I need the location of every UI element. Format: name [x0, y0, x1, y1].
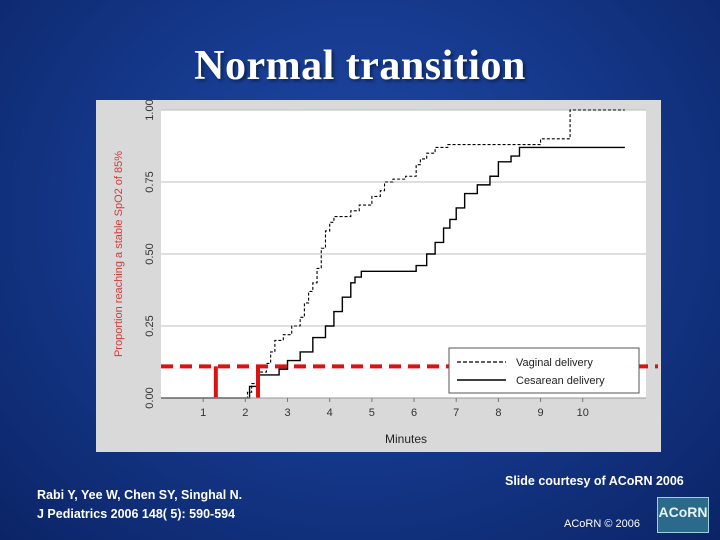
series-lines	[161, 109, 625, 399]
x-tick-label: 1	[200, 407, 206, 419]
x-tick-label: 6	[411, 407, 417, 419]
citation-authors: Rabi Y, Yee W, Chen SY, Singhal N.	[37, 488, 243, 502]
slide-title: Normal transition	[194, 43, 526, 89]
y-axis-label: Proportion reaching a stable SpO2 of 85%	[113, 151, 125, 357]
legend: Vaginal delivery Cesarean delivery	[448, 347, 640, 394]
y-tick-label: 1.00	[144, 100, 156, 121]
legend-label-vaginal: Vaginal delivery	[516, 357, 593, 369]
legend-label-cesarean: Cesarean delivery	[516, 375, 605, 387]
acorn-logo-text: ACoRN	[658, 504, 708, 520]
y-tick-label: 0.50	[144, 243, 156, 264]
y-tick-label: 0.25	[144, 315, 156, 336]
slide-courtesy: Slide courtesy of ACoRN 2006	[505, 474, 684, 488]
chart-panel: 1 2 3 4 5 6 7 8 9 10 0.00 0.25 0.50 0.75 1.00 Minutes…	[96, 100, 661, 452]
y-tick-label: 0.00	[144, 387, 156, 408]
x-axis-label: Minutes	[385, 432, 427, 446]
citation-journal: J Pediatrics 2006 148( 5): 590-594	[37, 507, 236, 521]
x-tick-label: 2	[242, 407, 248, 419]
legend-box	[448, 347, 640, 394]
x-tick-label: 10	[577, 407, 589, 419]
x-tick-label: 3	[284, 407, 290, 419]
x-tick-labels: 1 2 3 4 5 6 7 8 9 10	[200, 398, 589, 419]
acorn-logo: ACoRN	[657, 497, 709, 533]
series-line-cesarean-delivery	[161, 146, 625, 399]
x-tick-label: 7	[453, 407, 459, 419]
y-tick-labels: 0.00 0.25 0.50 0.75 1.00	[144, 100, 156, 409]
x-tick-label: 5	[369, 407, 375, 419]
x-tick-label: 9	[538, 407, 544, 419]
copyright-text: ACoRN © 2006	[564, 518, 640, 530]
threshold-marks	[161, 364, 658, 398]
x-tick-label: 4	[327, 407, 333, 419]
citation: Rabi Y, Yee W, Chen SY, Singhal N. J Ped…	[37, 486, 242, 524]
y-tick-label: 0.75	[144, 171, 156, 192]
series-line-vaginal-delivery	[161, 109, 625, 399]
x-tick-label: 8	[495, 407, 501, 419]
step-chart: 1 2 3 4 5 6 7 8 9 10 0.00 0.25 0.50 0.75 1.00 Minutes…	[113, 100, 658, 446]
